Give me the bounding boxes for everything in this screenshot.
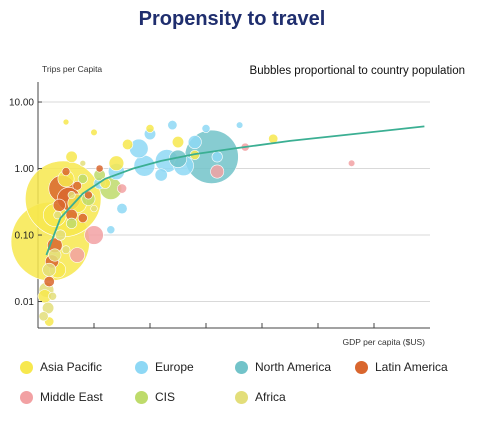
bubble-africa bbox=[61, 245, 71, 255]
bubble-africa bbox=[42, 262, 57, 277]
legend-swatch bbox=[235, 390, 248, 404]
bubble-africa bbox=[42, 301, 55, 315]
x-axis-label: GDP per capita ($US) bbox=[342, 337, 425, 347]
bubble-europe bbox=[116, 203, 128, 215]
legend-label: CIS bbox=[155, 390, 176, 404]
bubble-europe bbox=[211, 151, 223, 163]
bubble-africa bbox=[53, 210, 62, 220]
bubble-europe bbox=[235, 121, 244, 129]
trend bbox=[45, 125, 425, 256]
legend-item-latin-america: Latin America bbox=[355, 360, 448, 374]
bubble-europe bbox=[106, 225, 116, 235]
y-tick-label: 0.01 bbox=[15, 297, 35, 308]
y-tick-label: 1.00 bbox=[15, 164, 35, 175]
bubble-middle-east bbox=[84, 225, 104, 245]
bubble-middle-east bbox=[347, 159, 356, 167]
legend-item-middle-east: Middle East bbox=[20, 390, 103, 404]
bubble-asia-pacific bbox=[65, 150, 78, 163]
bubble-cis bbox=[66, 217, 78, 229]
bubble-middle-east bbox=[117, 183, 127, 194]
legend-swatch bbox=[135, 360, 148, 374]
y-tick-label: 10.00 bbox=[9, 98, 34, 109]
y-tick-label: 0.10 bbox=[15, 231, 35, 242]
legend-label: Latin America bbox=[375, 360, 448, 374]
bubble-latin-america bbox=[52, 198, 66, 212]
bubble-africa bbox=[79, 159, 87, 167]
legend-item-north-america: North America bbox=[235, 360, 331, 374]
legend-label: Asia Pacific bbox=[40, 360, 103, 374]
bubble-africa bbox=[90, 204, 98, 213]
bubble-asia-pacific bbox=[90, 128, 98, 136]
bubble-latin-america bbox=[43, 275, 55, 288]
bubble-africa bbox=[67, 191, 76, 199]
legend-swatch bbox=[355, 360, 368, 374]
y-axis-label: Trips per Capita bbox=[42, 64, 102, 74]
legend-item-asia-pacific: Asia Pacific bbox=[20, 360, 102, 374]
chart-subtitle: Bubbles proportional to country populati… bbox=[250, 65, 465, 77]
bubble-europe bbox=[187, 135, 202, 150]
legend-label: Europe bbox=[155, 360, 194, 374]
bubble-cis bbox=[77, 173, 88, 184]
bubble-africa bbox=[48, 291, 57, 301]
legend-label: Middle East bbox=[40, 390, 103, 404]
bubble-asia-pacific bbox=[171, 136, 185, 149]
legend-swatch bbox=[235, 360, 248, 374]
legend-swatch bbox=[20, 360, 33, 374]
legend-label: Africa bbox=[255, 390, 286, 404]
bubble-latin-america bbox=[61, 167, 71, 176]
legend-item-europe: Europe bbox=[135, 360, 194, 374]
bubble-africa bbox=[54, 229, 66, 241]
legend-swatch bbox=[20, 390, 33, 404]
bubble-africa bbox=[38, 311, 49, 322]
bubble-middle-east bbox=[69, 247, 85, 263]
bubble-latin-america bbox=[72, 181, 82, 191]
bubble-latin-america bbox=[95, 164, 104, 173]
legend-swatch bbox=[135, 390, 148, 404]
chart-title: Propensity to travel bbox=[139, 8, 326, 30]
legend-label: North America bbox=[255, 360, 332, 374]
legend-item-cis: CIS bbox=[135, 390, 175, 404]
bubbles bbox=[10, 118, 356, 327]
bubble-europe bbox=[201, 124, 211, 133]
bubble-africa bbox=[48, 248, 62, 262]
bubble-europe bbox=[167, 120, 178, 131]
ticks: 10.00 1.00 0.10 0.01 bbox=[9, 98, 375, 328]
legend: Asia Pacific Europe North America Latin Ame… bbox=[20, 360, 480, 416]
bubble-asia-pacific bbox=[62, 118, 70, 126]
trend-line bbox=[45, 125, 425, 256]
bubble-latin-america bbox=[77, 213, 88, 224]
bubble-middle-east bbox=[210, 164, 225, 179]
legend-item-africa: Africa bbox=[235, 390, 286, 404]
bubble-asia-pacific bbox=[122, 138, 134, 151]
bubble-asia-pacific bbox=[145, 124, 155, 133]
bubble-europe bbox=[154, 168, 168, 182]
bubble-asia-pacific bbox=[108, 155, 125, 171]
